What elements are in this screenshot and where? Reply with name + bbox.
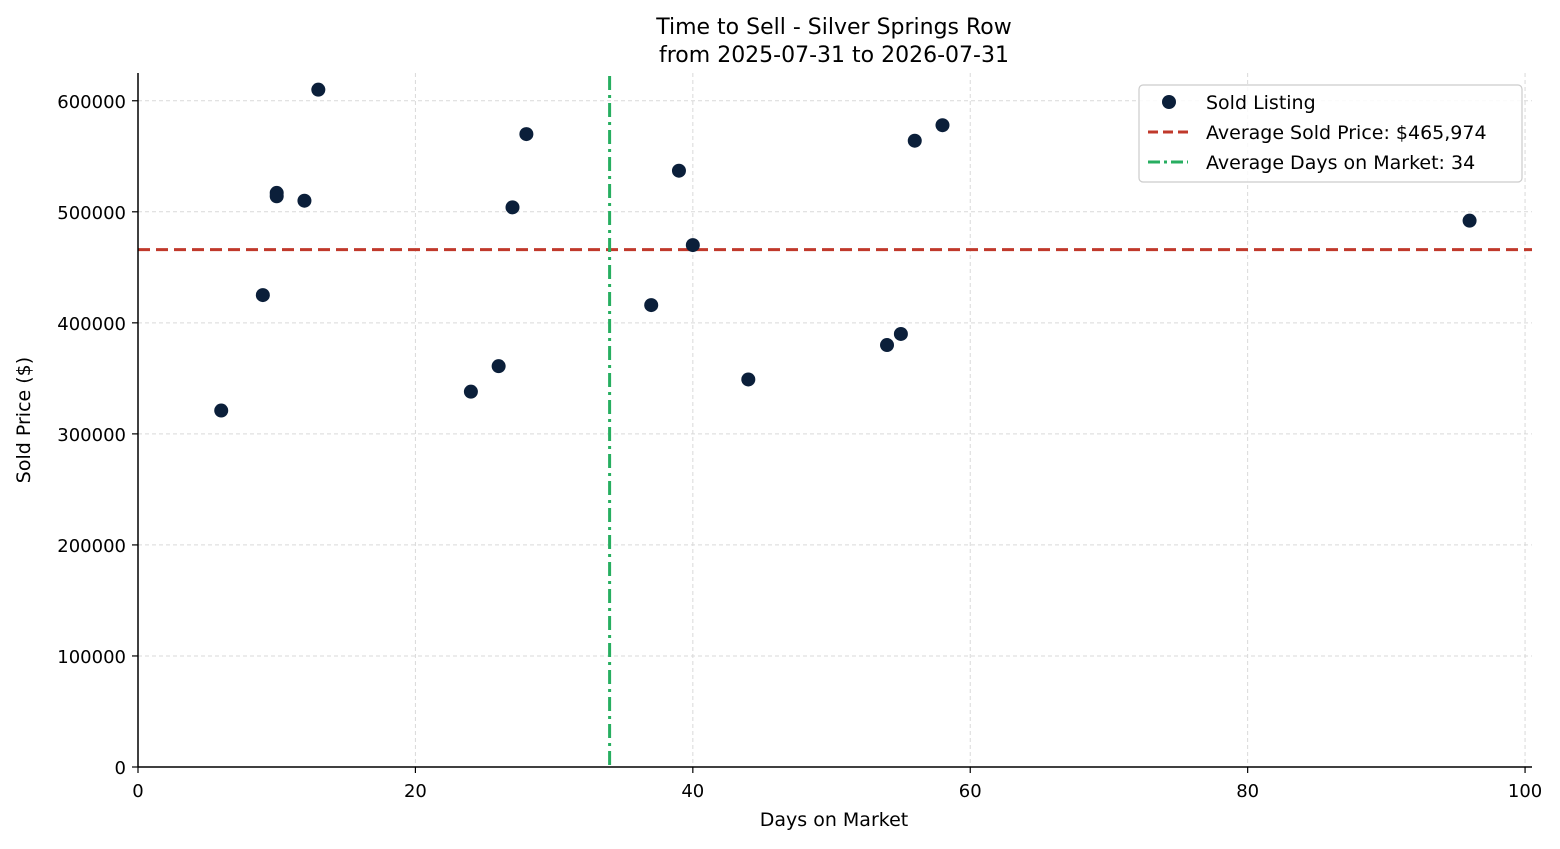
legend-box [1138, 84, 1523, 183]
x-tick-label: 60 [959, 781, 982, 802]
y-tick-label: 500000 [57, 203, 126, 224]
y-tick-label: 600000 [57, 92, 126, 113]
data-point [311, 82, 326, 97]
data-point [519, 127, 534, 142]
data-point [644, 298, 659, 313]
y-tick-label: 300000 [57, 425, 126, 446]
legend-marker-point [1162, 95, 1176, 109]
chart-title: Time to Sell - Silver Springs Row [655, 15, 1012, 40]
y-tick-label: 0 [115, 758, 126, 779]
y-tick-label: 100000 [57, 647, 126, 668]
legend-label: Sold Listing [1206, 92, 1316, 114]
legend: Sold Listing Average Sold Price: $465,974… [1138, 84, 1523, 183]
data-point [1462, 213, 1477, 228]
data-point [505, 200, 520, 215]
data-point [214, 403, 229, 418]
y-tick-label: 200000 [57, 536, 126, 557]
data-point [671, 163, 686, 178]
axes: 0 20 40 60 80 100 0 100000 200000 300000 400000 500… [57, 73, 1542, 802]
data-point [685, 238, 700, 253]
data-point [463, 384, 478, 399]
x-tick-label: 100 [1508, 781, 1542, 802]
data-point [255, 288, 270, 303]
x-tick-label: 0 [132, 781, 143, 802]
chart-subtitle: from 2025-07-31 to 2026-07-31 [659, 43, 1009, 68]
x-tick-label: 40 [681, 781, 704, 802]
x-axis-label: Days on Market [760, 809, 908, 831]
data-point [741, 372, 756, 387]
data-point [880, 338, 895, 353]
x-tick-label: 80 [1236, 781, 1259, 802]
y-axis-label: Sold Price ($) [13, 357, 35, 483]
legend-label: Average Sold Price: $465,974 [1206, 122, 1487, 144]
data-points [214, 82, 1477, 418]
data-point [297, 193, 312, 208]
y-tick-label: 400000 [57, 314, 126, 335]
data-point [491, 359, 506, 374]
data-point [907, 133, 922, 148]
data-point [935, 118, 950, 133]
reference-lines [138, 76, 1532, 767]
data-point [269, 189, 284, 204]
data-point [893, 326, 908, 341]
x-tick-label: 20 [404, 781, 427, 802]
legend-label: Average Days on Market: 34 [1206, 152, 1475, 174]
